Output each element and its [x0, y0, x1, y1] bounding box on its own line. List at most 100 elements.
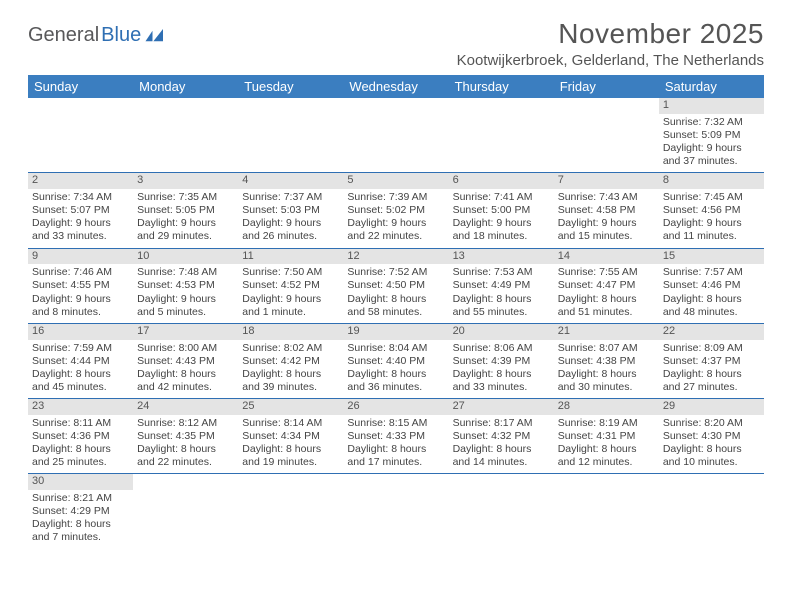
- day-details: Sunrise: 8:19 AMSunset: 4:31 PMDaylight:…: [554, 415, 659, 474]
- weekday-header: Tuesday: [238, 75, 343, 98]
- sunrise-line: Sunrise: 7:41 AM: [453, 191, 550, 204]
- calendar-cell: 16Sunrise: 7:59 AMSunset: 4:44 PMDayligh…: [28, 323, 133, 398]
- calendar-cell: 26Sunrise: 8:15 AMSunset: 4:33 PMDayligh…: [343, 399, 448, 474]
- daylight-line: Daylight: 9 hours and 33 minutes.: [32, 217, 129, 243]
- sunset-line: Sunset: 4:38 PM: [558, 355, 655, 368]
- day-details: Sunrise: 7:35 AMSunset: 5:05 PMDaylight:…: [133, 189, 238, 248]
- sunset-line: Sunset: 5:00 PM: [453, 204, 550, 217]
- calendar-cell: 6Sunrise: 7:41 AMSunset: 5:00 PMDaylight…: [449, 173, 554, 248]
- day-number: 3: [133, 173, 238, 189]
- sunset-line: Sunset: 4:33 PM: [347, 430, 444, 443]
- sunset-line: Sunset: 5:03 PM: [242, 204, 339, 217]
- day-details: Sunrise: 8:17 AMSunset: 4:32 PMDaylight:…: [449, 415, 554, 474]
- day-details: Sunrise: 7:43 AMSunset: 4:58 PMDaylight:…: [554, 189, 659, 248]
- brand-logo: General Blue: [28, 24, 167, 47]
- daylight-line: Daylight: 9 hours and 29 minutes.: [137, 217, 234, 243]
- day-details: Sunrise: 7:46 AMSunset: 4:55 PMDaylight:…: [28, 264, 133, 323]
- calendar-cell: 28Sunrise: 8:19 AMSunset: 4:31 PMDayligh…: [554, 399, 659, 474]
- daylight-line: Daylight: 9 hours and 11 minutes.: [663, 217, 760, 243]
- calendar-table: Sunday Monday Tuesday Wednesday Thursday…: [28, 75, 764, 549]
- calendar-cell: 20Sunrise: 8:06 AMSunset: 4:39 PMDayligh…: [449, 323, 554, 398]
- calendar-cell: [554, 98, 659, 173]
- day-number: 17: [133, 324, 238, 340]
- calendar-row: 16Sunrise: 7:59 AMSunset: 4:44 PMDayligh…: [28, 323, 764, 398]
- day-number: 18: [238, 324, 343, 340]
- day-number: 23: [28, 399, 133, 415]
- calendar-cell: 4Sunrise: 7:37 AMSunset: 5:03 PMDaylight…: [238, 173, 343, 248]
- day-details: Sunrise: 8:07 AMSunset: 4:38 PMDaylight:…: [554, 340, 659, 399]
- weekday-header-row: Sunday Monday Tuesday Wednesday Thursday…: [28, 75, 764, 98]
- daylight-line: Daylight: 8 hours and 19 minutes.: [242, 443, 339, 469]
- day-number: 22: [659, 324, 764, 340]
- calendar-row: 2Sunrise: 7:34 AMSunset: 5:07 PMDaylight…: [28, 173, 764, 248]
- day-details: Sunrise: 8:21 AMSunset: 4:29 PMDaylight:…: [28, 490, 133, 549]
- sunrise-line: Sunrise: 7:45 AM: [663, 191, 760, 204]
- weekday-header: Thursday: [449, 75, 554, 98]
- calendar-page: General Blue November 2025 Kootwijkerbro…: [0, 0, 792, 559]
- sunrise-line: Sunrise: 8:14 AM: [242, 417, 339, 430]
- sunrise-line: Sunrise: 7:52 AM: [347, 266, 444, 279]
- title-block: November 2025 Kootwijkerbroek, Gelderlan…: [457, 18, 764, 69]
- calendar-cell: 17 Sunrise: 8:00 AMSunset: 4:43 PMDayligh…: [133, 323, 238, 398]
- daylight-line: Daylight: 8 hours and 48 minutes.: [663, 293, 760, 319]
- day-number: 21: [554, 324, 659, 340]
- sunset-line: Sunset: 4:43 PM: [137, 355, 234, 368]
- daylight-line: Daylight: 8 hours and 42 minutes.: [137, 368, 234, 394]
- day-details: Sunrise: 8:11 AMSunset: 4:36 PMDaylight:…: [28, 415, 133, 474]
- sunset-line: Sunset: 4:52 PM: [242, 279, 339, 292]
- sunset-line: Sunset: 4:58 PM: [558, 204, 655, 217]
- day-number: 14: [554, 249, 659, 265]
- daylight-line: Daylight: 8 hours and 36 minutes.: [347, 368, 444, 394]
- sunrise-line: Sunrise: 7:59 AM: [32, 342, 129, 355]
- day-number: 11: [238, 249, 343, 265]
- calendar-cell: 21Sunrise: 8:07 AMSunset: 4:38 PMDayligh…: [554, 323, 659, 398]
- daylight-line: Daylight: 9 hours and 15 minutes.: [558, 217, 655, 243]
- calendar-cell: 30Sunrise: 8:21 AMSunset: 4:29 PMDayligh…: [28, 474, 133, 549]
- day-number: 28: [554, 399, 659, 415]
- sunrise-line: Sunrise: 7:57 AM: [663, 266, 760, 279]
- weekday-header: Friday: [554, 75, 659, 98]
- sunrise-line: Sunrise: 8:20 AM: [663, 417, 760, 430]
- calendar-cell: [449, 474, 554, 549]
- sunrise-line: Sunrise: 7:37 AM: [242, 191, 339, 204]
- sunset-line: Sunset: 4:36 PM: [32, 430, 129, 443]
- day-number: 27: [449, 399, 554, 415]
- sunrise-line: Sunrise: 7:34 AM: [32, 191, 129, 204]
- calendar-cell: 8Sunrise: 7:45 AMSunset: 4:56 PMDaylight…: [659, 173, 764, 248]
- calendar-cell: [659, 474, 764, 549]
- calendar-cell: [238, 474, 343, 549]
- sunset-line: Sunset: 4:32 PM: [453, 430, 550, 443]
- day-number: 13: [449, 249, 554, 265]
- sunrise-line: Sunrise: 8:09 AM: [663, 342, 760, 355]
- sunset-line: Sunset: 4:46 PM: [663, 279, 760, 292]
- daylight-line: Daylight: 8 hours and 12 minutes.: [558, 443, 655, 469]
- sunset-line: Sunset: 4:47 PM: [558, 279, 655, 292]
- header: General Blue November 2025 Kootwijkerbro…: [28, 18, 764, 69]
- sunset-line: Sunset: 4:42 PM: [242, 355, 339, 368]
- sunrise-line: Sunrise: 8:00 AM: [137, 342, 234, 355]
- day-details: Sunrise: 8:20 AMSunset: 4:30 PMDaylight:…: [659, 415, 764, 474]
- calendar-cell: [343, 474, 448, 549]
- calendar-cell: 9Sunrise: 7:46 AMSunset: 4:55 PMDaylight…: [28, 248, 133, 323]
- day-number: 26: [343, 399, 448, 415]
- day-details: Sunrise: 7:48 AMSunset: 4:53 PMDaylight:…: [133, 264, 238, 323]
- day-number: 19: [343, 324, 448, 340]
- sunset-line: Sunset: 4:55 PM: [32, 279, 129, 292]
- calendar-row: 1Sunrise: 7:32 AMSunset: 5:09 PMDaylight…: [28, 98, 764, 173]
- sunset-line: Sunset: 4:56 PM: [663, 204, 760, 217]
- month-title: November 2025: [457, 18, 764, 50]
- sunset-line: Sunset: 4:31 PM: [558, 430, 655, 443]
- weekday-header: Wednesday: [343, 75, 448, 98]
- day-details: Sunrise: 7:45 AMSunset: 4:56 PMDaylight:…: [659, 189, 764, 248]
- day-number: 10: [133, 249, 238, 265]
- sunset-line: Sunset: 4:34 PM: [242, 430, 339, 443]
- daylight-line: Daylight: 8 hours and 45 minutes.: [32, 368, 129, 394]
- calendar-cell: 3Sunrise: 7:35 AMSunset: 5:05 PMDaylight…: [133, 173, 238, 248]
- daylight-line: Daylight: 9 hours and 22 minutes.: [347, 217, 444, 243]
- sunset-line: Sunset: 4:35 PM: [137, 430, 234, 443]
- daylight-line: Daylight: 9 hours and 37 minutes.: [663, 142, 760, 168]
- day-details: Sunrise: 8:12 AMSunset: 4:35 PMDaylight:…: [133, 415, 238, 474]
- daylight-line: Daylight: 8 hours and 33 minutes.: [453, 368, 550, 394]
- calendar-cell: [133, 474, 238, 549]
- calendar-cell: 23Sunrise: 8:11 AMSunset: 4:36 PMDayligh…: [28, 399, 133, 474]
